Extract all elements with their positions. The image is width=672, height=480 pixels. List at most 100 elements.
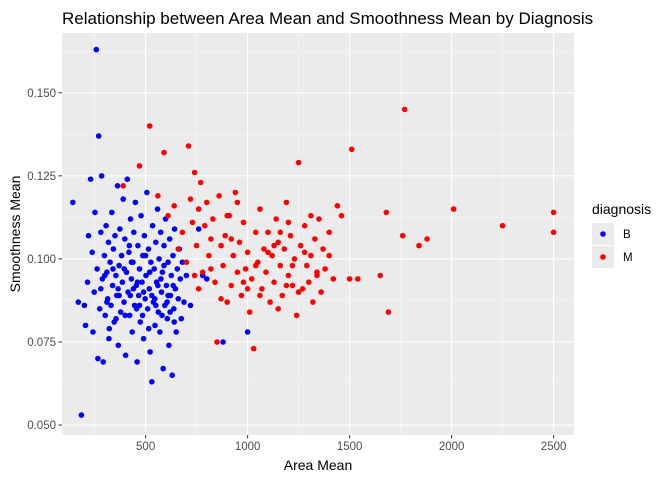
data-point-b (175, 296, 182, 302)
data-point-m (120, 183, 126, 189)
data-point-b (168, 272, 175, 279)
data-point-m (220, 262, 226, 269)
data-point-m (289, 282, 296, 289)
data-point-b (102, 312, 108, 319)
data-point-b (159, 269, 166, 276)
x-tick-label: 500 (136, 441, 155, 453)
data-point-b (174, 266, 181, 272)
data-point-m (326, 252, 333, 259)
data-point-m (218, 242, 224, 249)
data-point-b (178, 315, 185, 322)
data-point-b (164, 315, 171, 322)
data-point-m (136, 163, 143, 169)
data-point-b (131, 229, 137, 236)
data-point-b (118, 252, 125, 259)
data-point-m (224, 299, 230, 305)
data-point-b (146, 269, 153, 276)
data-point-m (348, 146, 355, 153)
data-point-b (96, 306, 103, 312)
data-point-b (171, 226, 178, 232)
data-point-m (197, 179, 204, 186)
data-point-b (122, 236, 128, 242)
data-point-b (181, 299, 187, 305)
data-point-m (244, 249, 251, 256)
data-point-b (134, 279, 141, 286)
data-point-b (158, 276, 164, 282)
x-tick-label: 1500 (337, 441, 363, 453)
data-point-m (287, 232, 294, 239)
legend-marker-m (600, 254, 606, 260)
data-point-m (297, 242, 304, 249)
data-point-b (140, 289, 147, 295)
data-point-m (550, 209, 557, 216)
data-point-b (165, 259, 171, 266)
data-point-m (285, 219, 292, 226)
data-point-m (295, 289, 302, 295)
data-point-b (129, 329, 135, 335)
data-point-m (183, 259, 190, 266)
data-point-m (293, 312, 300, 319)
data-point-m (191, 272, 198, 279)
data-point-m (193, 242, 200, 249)
data-point-b (171, 319, 177, 325)
data-point-b (135, 242, 141, 249)
data-point-m (253, 229, 259, 236)
data-point-b (120, 196, 126, 202)
series-m-points (120, 106, 557, 352)
data-point-m (281, 246, 288, 252)
data-point-m (275, 306, 282, 312)
data-point-b (128, 259, 135, 266)
data-point-m (316, 216, 322, 222)
data-point-b (91, 289, 97, 295)
data-point-m (346, 276, 353, 282)
data-point-m (146, 123, 153, 129)
data-point-b (90, 329, 96, 335)
data-point-b (109, 282, 116, 289)
data-point-m (401, 106, 408, 113)
data-point-b (78, 412, 85, 418)
data-point-m (285, 272, 292, 279)
data-point-m (212, 279, 218, 286)
data-point-b (166, 342, 172, 349)
grid-minor (62, 33, 574, 435)
data-point-b (98, 229, 104, 236)
data-point-b (126, 242, 133, 249)
data-point-b (132, 199, 139, 206)
legend: diagnosis B M (592, 201, 651, 268)
data-point-m (218, 296, 224, 302)
data-point-b (121, 299, 127, 305)
data-point-b (87, 176, 94, 182)
data-point-b (160, 365, 166, 372)
data-point-b (117, 226, 123, 232)
data-point-m (232, 189, 239, 196)
data-point-m (257, 206, 263, 212)
data-point-m (267, 299, 273, 305)
data-point-m (334, 203, 341, 209)
data-point-b (144, 189, 150, 196)
data-point-m (269, 252, 275, 259)
data-point-m (248, 276, 255, 282)
y-tick-label: 0.150 (27, 88, 56, 100)
data-point-m (179, 229, 186, 236)
data-point-m (295, 159, 302, 166)
data-point-m (214, 339, 220, 345)
data-point-m (326, 229, 333, 236)
data-point-b (130, 286, 137, 292)
data-point-b (173, 329, 179, 335)
data-point-b (155, 309, 162, 315)
data-point-b (139, 279, 145, 286)
data-point-m (377, 272, 384, 279)
data-point-b (154, 206, 161, 212)
data-point-b (146, 286, 153, 292)
data-point-b (157, 329, 163, 335)
data-point-b (93, 46, 100, 53)
data-point-b (136, 302, 143, 309)
data-point-b (102, 272, 108, 279)
data-point-b (106, 325, 113, 332)
data-point-m (312, 236, 318, 242)
data-point-m (308, 252, 314, 259)
data-point-m (399, 232, 406, 239)
data-point-b (95, 355, 101, 362)
data-point-m (318, 289, 324, 295)
data-point-b (127, 292, 134, 299)
